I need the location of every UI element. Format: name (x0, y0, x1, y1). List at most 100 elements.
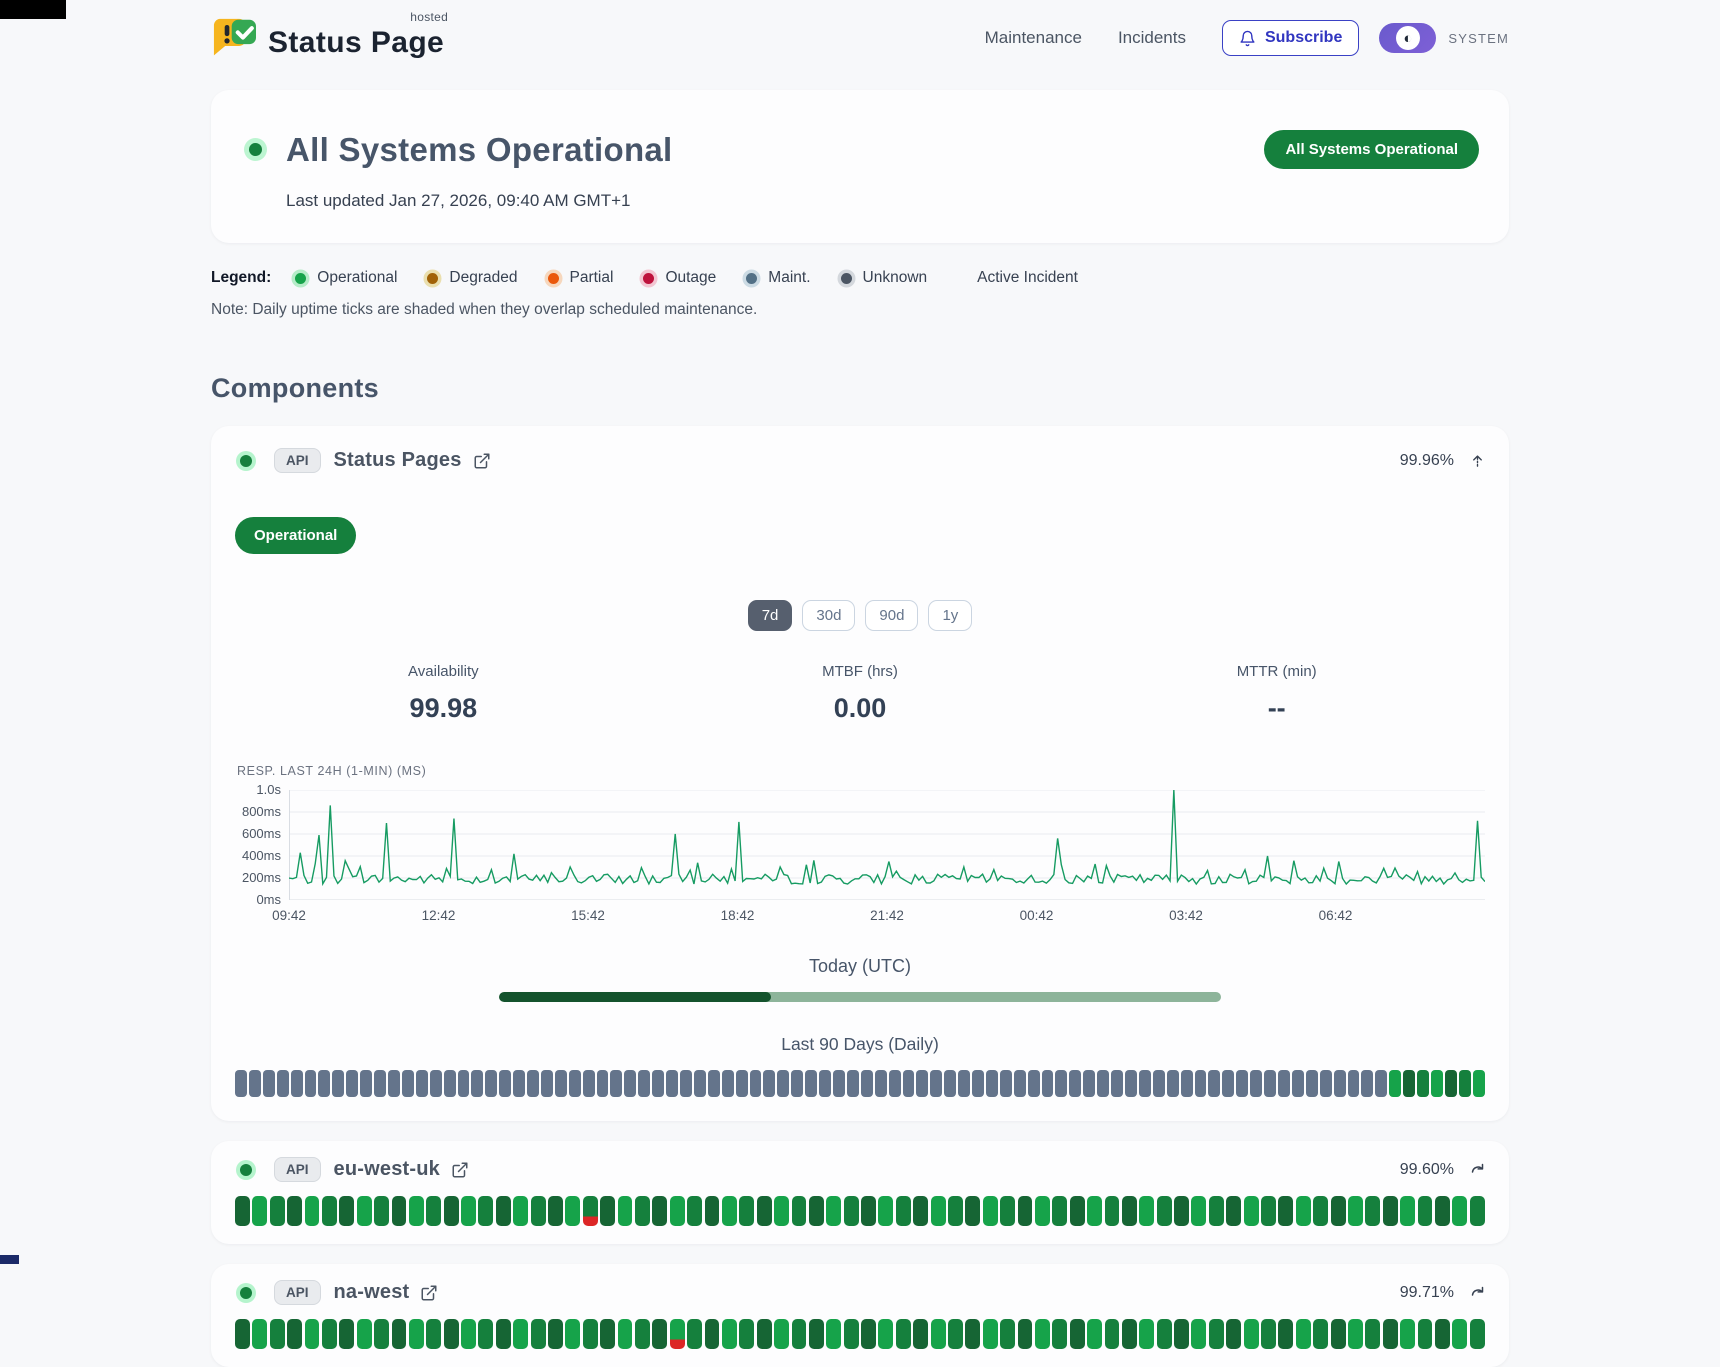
uptime-tick[interactable] (513, 1070, 526, 1097)
uptime-tick[interactable] (1083, 1070, 1096, 1097)
expand-curved-arrow-icon[interactable] (1470, 1162, 1485, 1177)
uptime-tick[interactable] (948, 1319, 963, 1349)
uptime-tick[interactable] (704, 1196, 720, 1226)
external-link-icon[interactable] (420, 1284, 438, 1302)
uptime-tick[interactable] (861, 1196, 876, 1226)
uptime-tick[interactable] (680, 1070, 692, 1097)
uptime-tick[interactable] (235, 1070, 247, 1097)
uptime-tick[interactable] (1417, 1196, 1433, 1226)
collapse-up-icon[interactable] (1470, 453, 1485, 468)
uptime-tick[interactable] (1052, 1319, 1068, 1349)
uptime-tick[interactable] (527, 1070, 539, 1097)
uptime-tick[interactable] (1305, 1070, 1318, 1097)
uptime-tick[interactable] (895, 1196, 911, 1226)
uptime-tick[interactable] (1382, 1196, 1398, 1226)
uptime-tick[interactable] (276, 1070, 289, 1097)
uptime-tick[interactable] (808, 1319, 824, 1349)
uptime-tick[interactable] (652, 1196, 668, 1226)
uptime-tick[interactable] (930, 1196, 946, 1226)
uptime-tick[interactable] (805, 1070, 818, 1097)
expand-curved-arrow-icon[interactable] (1470, 1285, 1485, 1300)
uptime-tick[interactable] (693, 1070, 706, 1097)
uptime-tick[interactable] (600, 1196, 616, 1226)
uptime-tick[interactable] (819, 1070, 831, 1097)
uptime-tick[interactable] (346, 1070, 359, 1097)
uptime-tick[interactable] (1382, 1319, 1398, 1349)
uptime-tick[interactable] (262, 1070, 275, 1097)
uptime-tick[interactable] (596, 1070, 609, 1097)
uptime-tick[interactable] (610, 1070, 623, 1097)
uptime-tick[interactable] (1430, 1070, 1443, 1097)
uptime-tick[interactable] (1291, 1070, 1304, 1097)
range-1y-button[interactable]: 1y (928, 600, 973, 631)
uptime-tick[interactable] (749, 1070, 762, 1097)
uptime-tick[interactable] (495, 1196, 511, 1226)
uptime-tick[interactable] (1264, 1070, 1276, 1097)
uptime-tick[interactable] (1261, 1319, 1276, 1349)
uptime-tick[interactable] (248, 1070, 261, 1097)
uptime-tick[interactable] (1152, 1070, 1165, 1097)
uptime-tick[interactable] (499, 1070, 512, 1097)
uptime-tick[interactable] (1000, 1319, 1016, 1349)
uptime-tick[interactable] (321, 1196, 337, 1226)
uptime-tick[interactable] (548, 1196, 563, 1226)
uptime-tick[interactable] (513, 1319, 529, 1349)
logo[interactable]: Status Page hosted (211, 11, 448, 60)
uptime-tick[interactable] (1052, 1196, 1068, 1226)
uptime-tick[interactable] (1226, 1319, 1242, 1349)
uptime-tick[interactable] (530, 1196, 546, 1226)
uptime-tick[interactable] (707, 1070, 720, 1097)
uptime-tick[interactable] (791, 1319, 807, 1349)
uptime-tick[interactable] (972, 1070, 984, 1097)
uptime-tick[interactable] (582, 1319, 598, 1349)
uptime-tick[interactable] (582, 1196, 598, 1226)
uptime-tick[interactable] (958, 1070, 971, 1097)
uptime-tick[interactable] (332, 1070, 345, 1097)
range-30d-button[interactable]: 30d (802, 600, 856, 631)
uptime-tick[interactable] (1347, 1070, 1360, 1097)
uptime-tick[interactable] (913, 1196, 929, 1226)
range-90d-button[interactable]: 90d (865, 600, 919, 631)
uptime-tick[interactable] (568, 1070, 581, 1097)
uptime-tick[interactable] (1069, 1070, 1082, 1097)
uptime-tick[interactable] (530, 1319, 546, 1349)
uptime-tick[interactable] (617, 1196, 633, 1226)
uptime-tick[interactable] (1013, 1070, 1026, 1097)
uptime-tick[interactable] (774, 1196, 789, 1226)
uptime-tick[interactable] (269, 1319, 285, 1349)
uptime-tick[interactable] (387, 1070, 400, 1097)
uptime-tick[interactable] (878, 1319, 894, 1349)
uptime-tick[interactable] (426, 1196, 442, 1226)
uptime-tick[interactable] (930, 1070, 943, 1097)
uptime-tick[interactable] (1313, 1196, 1329, 1226)
uptime-tick[interactable] (687, 1319, 703, 1349)
uptime-tick[interactable] (944, 1070, 957, 1097)
uptime-tick[interactable] (600, 1319, 616, 1349)
uptime-tick[interactable] (1295, 1319, 1311, 1349)
uptime-tick[interactable] (1361, 1070, 1374, 1097)
uptime-tick[interactable] (913, 1319, 929, 1349)
uptime-tick[interactable] (721, 1070, 734, 1097)
uptime-tick[interactable] (878, 1196, 894, 1226)
uptime-tick[interactable] (290, 1070, 303, 1097)
uptime-tick[interactable] (669, 1319, 685, 1349)
uptime-tick[interactable] (1208, 1196, 1224, 1226)
uptime-tick[interactable] (1104, 1196, 1120, 1226)
uptime-tick[interactable] (982, 1196, 998, 1226)
uptime-tick[interactable] (1472, 1070, 1485, 1097)
uptime-tick[interactable] (624, 1070, 637, 1097)
uptime-tick[interactable] (1034, 1319, 1050, 1349)
uptime-tick[interactable] (1156, 1196, 1172, 1226)
uptime-tick[interactable] (999, 1070, 1012, 1097)
uptime-tick[interactable] (808, 1196, 824, 1226)
uptime-tick[interactable] (930, 1319, 946, 1349)
uptime-tick[interactable] (565, 1319, 581, 1349)
uptime-tick[interactable] (1139, 1196, 1155, 1226)
uptime-tick[interactable] (1222, 1070, 1235, 1097)
uptime-tick[interactable] (735, 1070, 748, 1097)
uptime-tick[interactable] (1194, 1070, 1207, 1097)
uptime-tick[interactable] (861, 1319, 876, 1349)
uptime-tick[interactable] (1104, 1319, 1120, 1349)
uptime-tick[interactable] (791, 1196, 807, 1226)
uptime-tick[interactable] (1180, 1070, 1193, 1097)
